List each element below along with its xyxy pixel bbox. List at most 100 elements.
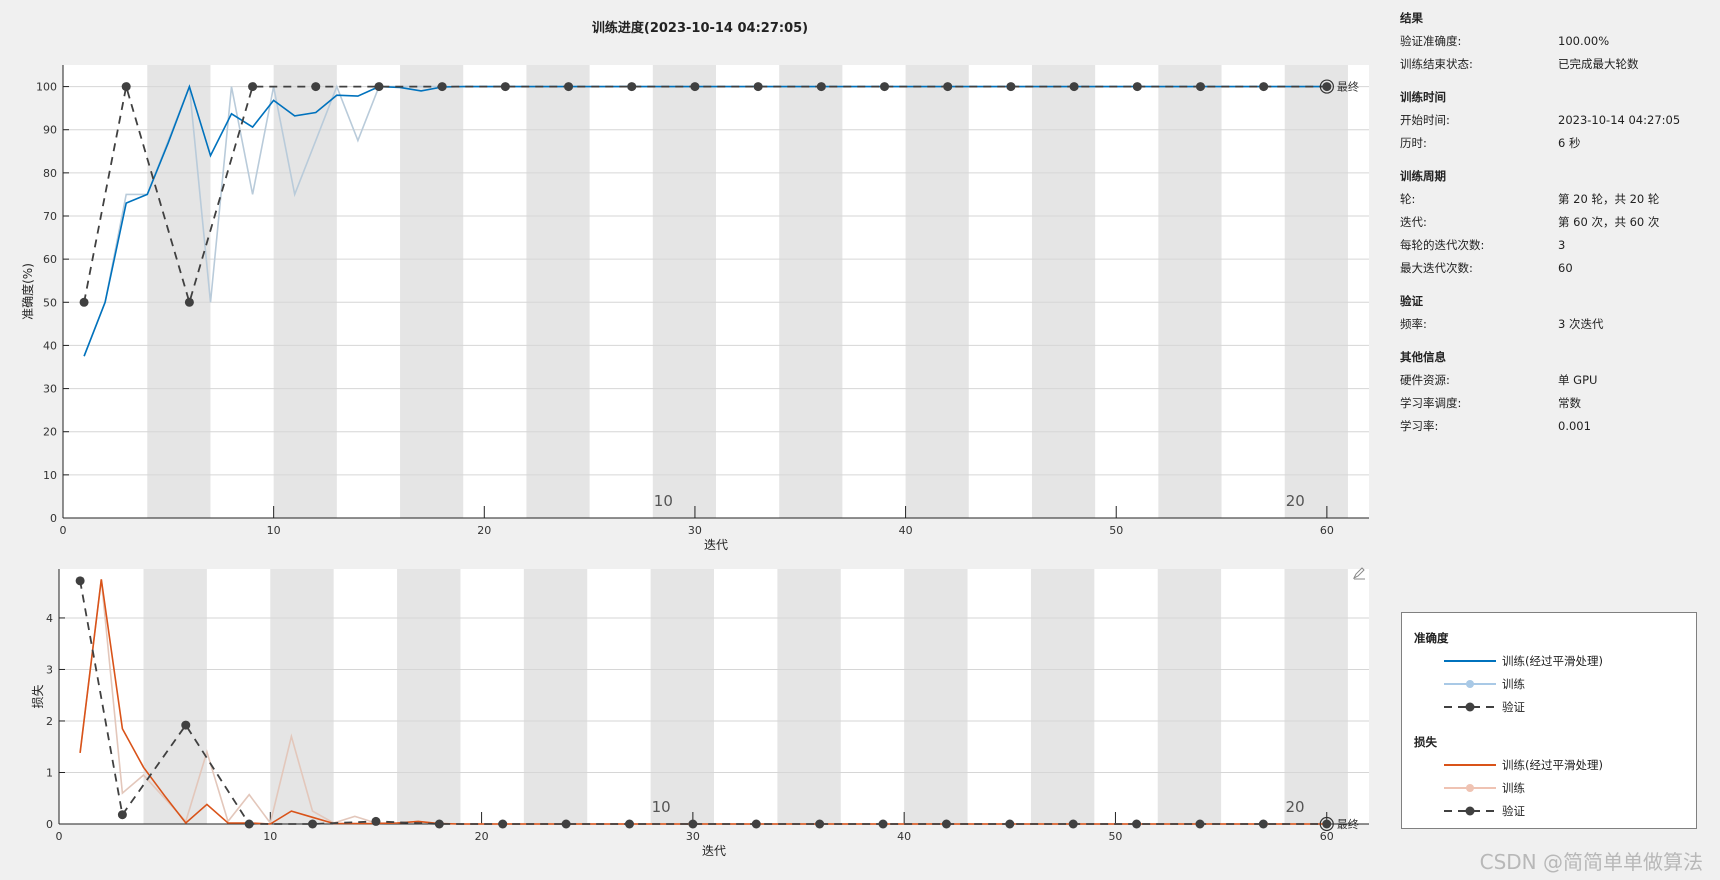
data-point [1195,82,1205,92]
info-label: 验证准确度: [1400,34,1462,48]
info-value: 2023-10-14 04:27:05 [1558,113,1681,127]
info-label: 开始时间: [1400,113,1450,127]
y-tick-label: 3 [46,663,53,676]
x-tick-label: 20 [477,524,491,537]
y-tick-label: 20 [43,426,57,439]
y-axis-label: 准确度(%) [20,263,35,320]
info-value: 100.00% [1558,34,1610,48]
legend-label: 验证 [1502,804,1525,818]
info-value: 第 60 次，共 60 次 [1558,215,1660,229]
info-label: 轮: [1400,192,1416,206]
epoch-label: 10 [652,798,671,816]
epoch-band [400,65,464,518]
epoch-band [905,65,969,518]
epoch-band [1157,569,1222,824]
legend-label: 训练 [1502,781,1525,795]
info-value: 0.001 [1558,419,1591,433]
info-value: 常数 [1558,396,1581,410]
info-row: 历时: 6 秒 [1400,133,1710,156]
series-line [79,580,1327,825]
data-point [371,816,381,826]
x-tick-label: 60 [1320,830,1334,843]
x-tick-label: 40 [897,830,911,843]
data-point [815,819,825,829]
x-tick-label: 30 [686,830,700,843]
data-point [117,810,127,820]
final-marker [1319,816,1334,832]
x-tick-label: 50 [1108,830,1122,843]
data-point [688,819,698,829]
info-row: 验证准确度: 100.00% [1400,31,1710,54]
data-point [1195,819,1205,829]
data-point [1069,82,1079,92]
epoch-band [650,569,714,824]
data-point [943,82,953,92]
y-tick-label: 100 [36,81,57,94]
data-point [311,82,321,92]
info-row: 开始时间: 2023-10-14 04:27:05 [1400,110,1710,133]
info-row: 轮: 第 20 轮，共 20 轮 [1400,189,1710,212]
epoch-band [397,569,461,824]
info-row: 学习率调度: 常数 [1400,393,1710,416]
legend-item: 训练 [1444,780,1694,796]
data-point [1322,819,1332,829]
data-point [374,82,384,92]
y-tick-label: 60 [43,253,57,266]
y-tick-label: 40 [43,339,57,352]
info-row: 每轮的迭代次数: 3 [1400,235,1710,258]
info-label: 训练结束状态: [1400,57,1473,71]
info-value: 单 GPU [1558,373,1598,387]
section-heading: 训练时间 [1400,90,1446,104]
final-marker [1319,79,1334,94]
info-label: 每轮的迭代次数: [1400,238,1485,252]
data-point [434,819,444,829]
y-tick-label: 4 [46,612,53,625]
y-axis-label: 损失 [30,684,45,708]
watermark: CSDN @简简单单做算法 [1479,850,1703,874]
x-tick-label: 40 [899,524,913,537]
info-value: 第 20 轮，共 20 轮 [1558,192,1660,206]
info-row: 迭代: 第 60 次，共 60 次 [1400,212,1710,235]
data-point [1259,82,1269,92]
y-tick-label: 1 [46,766,53,779]
legend-item: 训练 [1444,676,1694,692]
data-point [498,819,508,829]
legend-item: 训练(经过平滑处理) [1444,757,1694,773]
legend-item: 验证 [1444,803,1694,819]
x-axis-label: 迭代 [704,538,728,552]
data-point [878,819,888,829]
epoch-label: 20 [1286,492,1305,510]
info-panel: 结果 验证准确度: 100.00% 训练结束状态: 已完成最大轮数 训练时间 开始时间: 20… [1400,8,1710,439]
y-tick-label: 30 [43,383,57,396]
info-value: 6 秒 [1558,136,1581,150]
y-tick-label: 90 [43,124,57,137]
x-tick-label: 20 [475,830,489,843]
data-point [624,819,634,829]
edit-axes-icon[interactable] [1351,565,1367,581]
legend-swatch-icon [1444,702,1496,712]
data-point [437,82,447,92]
data-point [1132,819,1142,829]
x-tick-label: 10 [263,830,277,843]
data-point [248,82,258,92]
data-point [1006,82,1016,92]
data-point [1132,82,1142,92]
y-tick-label: 10 [43,469,57,482]
info-row: 学习率: 0.001 [1400,416,1710,439]
x-tick-label: 30 [688,524,702,537]
y-tick-label: 50 [43,296,57,309]
epoch-band [523,569,588,824]
legend-label: 训练(经过平滑处理) [1502,758,1603,772]
legend-swatch-icon [1444,784,1496,792]
y-tick-label: 0 [46,818,53,831]
info-label: 硬件资源: [1400,373,1450,387]
info-value: 3 次迭代 [1558,317,1604,331]
epoch-band [147,65,211,518]
data-point [561,819,571,829]
epoch-band [1030,569,1095,824]
info-label: 频率: [1400,317,1427,331]
data-point [753,82,763,92]
section-heading: 结果 [1400,11,1423,25]
final-label: 最终 [1337,817,1359,831]
epoch-band [779,65,843,518]
